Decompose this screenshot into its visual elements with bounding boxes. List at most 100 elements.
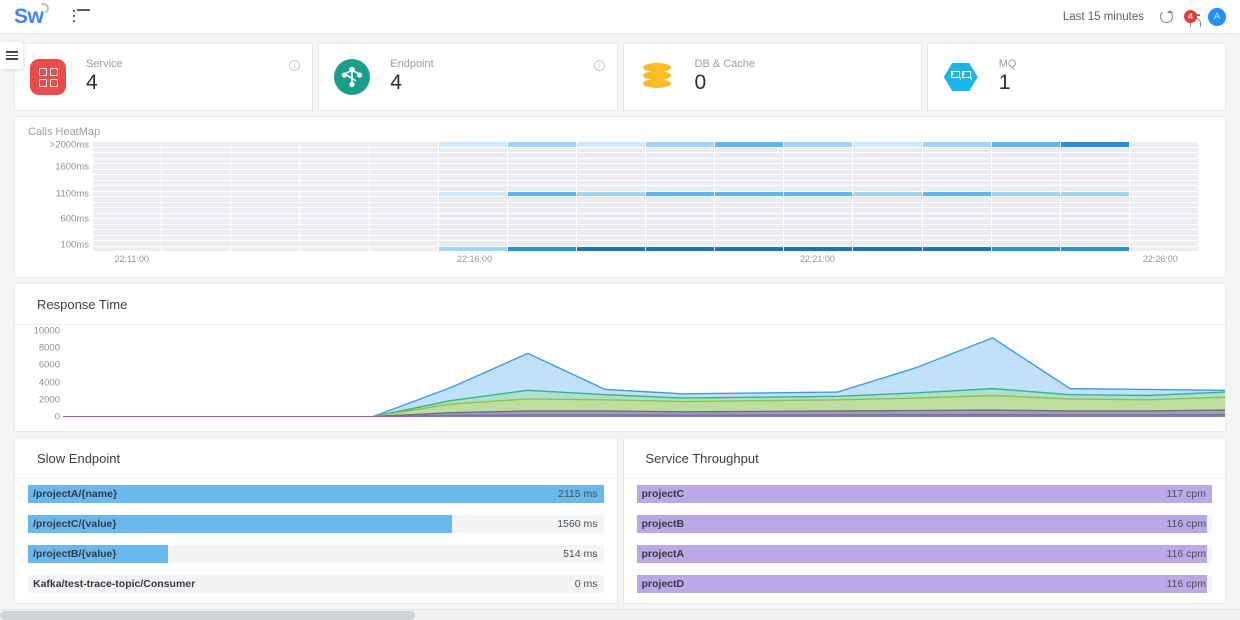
heatmap-cell[interactable] — [1060, 224, 1129, 230]
heatmap-cell[interactable] — [231, 180, 300, 186]
heatmap-column[interactable] — [300, 142, 370, 252]
bar-row[interactable]: projectB 116 cpm — [636, 515, 1212, 533]
heatmap-cell[interactable] — [300, 164, 369, 170]
heatmap-cell[interactable] — [784, 153, 853, 159]
response-time-chart[interactable]: 10000 8000 6000 4000 2000 0 — [15, 325, 1225, 431]
heatmap-cell[interactable] — [576, 224, 645, 230]
heatmap-cell[interactable] — [1129, 164, 1198, 170]
heatmap-cell[interactable] — [300, 169, 369, 175]
heatmap-cell[interactable] — [507, 246, 576, 252]
heatmap-column[interactable] — [438, 142, 508, 252]
heatmap-cell[interactable] — [853, 169, 922, 175]
heatmap-column[interactable] — [715, 142, 785, 252]
heatmap-cell[interactable] — [162, 180, 231, 186]
heatmap-cell[interactable] — [576, 246, 645, 252]
heatmap-column[interactable] — [231, 142, 301, 252]
heatmap-cell[interactable] — [715, 153, 784, 159]
list-menu-icon[interactable] — [73, 9, 91, 24]
heatmap-cell[interactable] — [369, 147, 438, 153]
heatmap-cell[interactable] — [438, 224, 507, 230]
heatmap-cell[interactable] — [646, 202, 715, 208]
heatmap-cell[interactable] — [1129, 191, 1198, 197]
heatmap-cell[interactable] — [438, 153, 507, 159]
heatmap-cell[interactable] — [162, 158, 231, 164]
heatmap-cell[interactable] — [853, 147, 922, 153]
heatmap-cell[interactable] — [1129, 180, 1198, 186]
heatmap-cell[interactable] — [93, 197, 162, 203]
heatmap-cell[interactable] — [438, 158, 507, 164]
stat-card-endpoint[interactable]: Endpoint 4 i — [318, 43, 618, 111]
heatmap-column[interactable] — [853, 142, 923, 252]
heatmap-cell[interactable] — [300, 208, 369, 214]
heatmap-cell[interactable] — [715, 202, 784, 208]
heatmap-cell[interactable] — [715, 164, 784, 170]
heatmap-chart[interactable]: >2000ms 1600ms 1100ms 600ms 100ms 22:11:00 22… — [15, 140, 1225, 277]
heatmap-cell[interactable] — [507, 224, 576, 230]
heatmap-cell[interactable] — [93, 147, 162, 153]
heatmap-cell[interactable] — [646, 158, 715, 164]
heatmap-cell[interactable] — [922, 224, 991, 230]
heatmap-cell[interactable] — [922, 158, 991, 164]
heatmap-cell[interactable] — [369, 230, 438, 236]
heatmap-cell[interactable] — [853, 175, 922, 181]
heatmap-cell[interactable] — [231, 235, 300, 241]
bar-row[interactable]: projectD 116 cpm — [636, 575, 1212, 593]
heatmap-cell[interactable] — [715, 219, 784, 225]
heatmap-cell[interactable] — [922, 153, 991, 159]
heatmap-cell[interactable] — [853, 241, 922, 247]
heatmap-cell[interactable] — [784, 246, 853, 252]
heatmap-cell[interactable] — [715, 235, 784, 241]
heatmap-cell[interactable] — [507, 147, 576, 153]
heatmap-cell[interactable] — [231, 202, 300, 208]
heatmap-cell[interactable] — [991, 186, 1060, 192]
heatmap-cell[interactable] — [715, 197, 784, 203]
heatmap-cell[interactable] — [1129, 186, 1198, 192]
heatmap-cell[interactable] — [1060, 197, 1129, 203]
heatmap-cell[interactable] — [1129, 142, 1198, 148]
heatmap-cell[interactable] — [1129, 208, 1198, 214]
bar-row[interactable]: projectA 116 cpm — [636, 545, 1212, 563]
heatmap-cell[interactable] — [853, 186, 922, 192]
heatmap-cell[interactable] — [300, 202, 369, 208]
heatmap-cell[interactable] — [784, 158, 853, 164]
heatmap-cell[interactable] — [922, 142, 991, 148]
heatmap-cell[interactable] — [715, 142, 784, 148]
heatmap-cell[interactable] — [991, 191, 1060, 197]
heatmap-cell[interactable] — [369, 213, 438, 219]
heatmap-cell[interactable] — [576, 180, 645, 186]
horizontal-scrollbar[interactable] — [0, 609, 1240, 620]
heatmap-cell[interactable] — [438, 180, 507, 186]
heatmap-cell[interactable] — [162, 197, 231, 203]
heatmap-cell[interactable] — [853, 219, 922, 225]
heatmap-cell[interactable] — [853, 164, 922, 170]
heatmap-cell[interactable] — [231, 213, 300, 219]
heatmap-cell[interactable] — [369, 208, 438, 214]
heatmap-column[interactable] — [369, 142, 439, 252]
heatmap-cell[interactable] — [438, 235, 507, 241]
heatmap-cell[interactable] — [922, 191, 991, 197]
heatmap-cell[interactable] — [507, 158, 576, 164]
heatmap-cell[interactable] — [93, 213, 162, 219]
heatmap-cell[interactable] — [784, 202, 853, 208]
heatmap-cell[interactable] — [1060, 147, 1129, 153]
heatmap-cell[interactable] — [576, 158, 645, 164]
heatmap-cell[interactable] — [991, 180, 1060, 186]
heatmap-cell[interactable] — [922, 219, 991, 225]
heatmap-cell[interactable] — [922, 246, 991, 252]
heatmap-cell[interactable] — [646, 224, 715, 230]
heatmap-column[interactable] — [991, 142, 1061, 252]
heatmap-cell[interactable] — [991, 219, 1060, 225]
heatmap-cell[interactable] — [646, 219, 715, 225]
heatmap-cell[interactable] — [646, 147, 715, 153]
heatmap-cell[interactable] — [784, 224, 853, 230]
bar-row[interactable]: /projectB/{value} 514 ms — [28, 545, 604, 563]
heatmap-cell[interactable] — [1060, 191, 1129, 197]
heatmap-cell[interactable] — [300, 186, 369, 192]
heatmap-cell[interactable] — [991, 224, 1060, 230]
heatmap-cell[interactable] — [231, 153, 300, 159]
heatmap-cell[interactable] — [922, 208, 991, 214]
heatmap-cell[interactable] — [300, 224, 369, 230]
heatmap-cell[interactable] — [507, 175, 576, 181]
heatmap-cell[interactable] — [300, 153, 369, 159]
heatmap-cell[interactable] — [300, 158, 369, 164]
